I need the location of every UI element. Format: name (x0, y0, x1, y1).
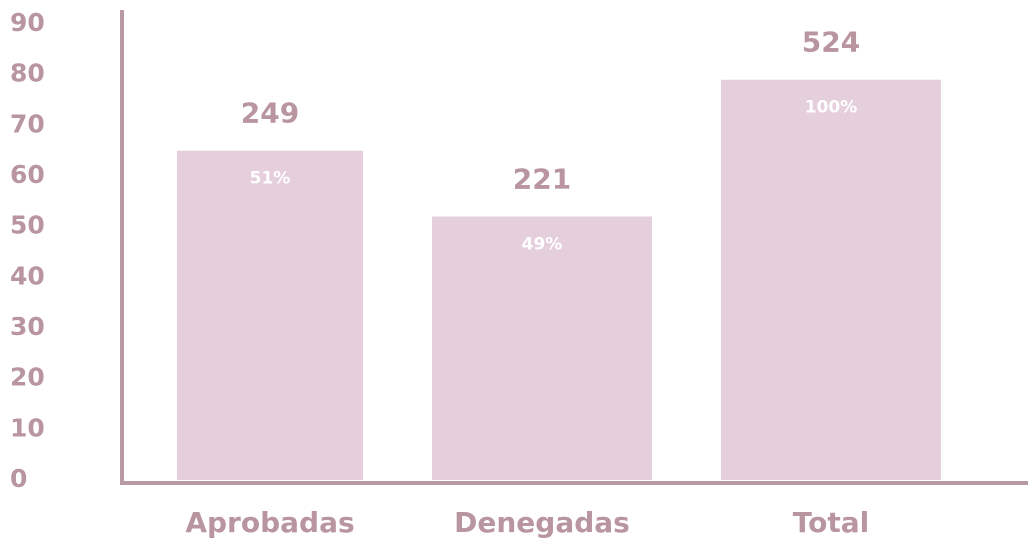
bar (432, 216, 652, 481)
y-tick-label: 70 (10, 109, 45, 138)
bar (177, 150, 363, 480)
x-tick-label: Total (793, 506, 870, 539)
count-label: 221 (513, 163, 571, 196)
y-tick-label: 30 (10, 312, 45, 341)
y-tick-label: 0 (10, 464, 27, 493)
share-label: 51% (250, 169, 291, 189)
count-label: 524 (802, 26, 860, 59)
y-tick-label: 10 (10, 413, 45, 442)
x-tick-label: Denegadas (454, 506, 630, 539)
y-tick-label: 80 (10, 59, 45, 88)
y-tick-label: 50 (10, 211, 45, 240)
y-tick-label: 40 (10, 261, 45, 290)
y-tick-label: 20 (10, 363, 45, 392)
y-tick-label: 90 (10, 8, 45, 37)
count-label: 249 (241, 97, 299, 130)
share-label: 100% (805, 98, 858, 118)
y-tick-label: 60 (10, 160, 45, 189)
share-label: 49% (522, 235, 563, 255)
x-tick-label: Aprobadas (185, 506, 354, 539)
bar (721, 79, 941, 480)
